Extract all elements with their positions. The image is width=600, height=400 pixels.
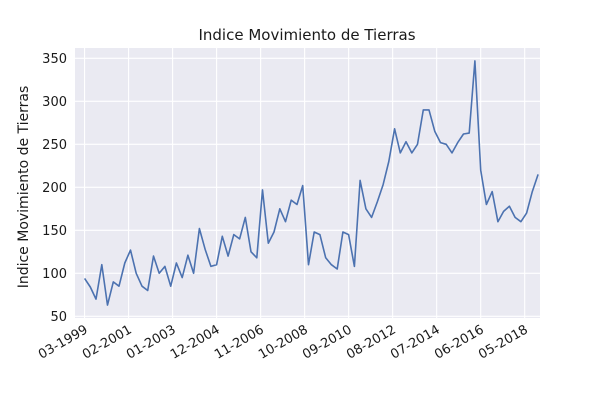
x-tick-label: 11-2006: [212, 322, 267, 362]
x-tick-label: 02-2001: [80, 322, 135, 362]
grid: [75, 48, 540, 318]
y-axis-ticks: 50 100 150 200 250 300 350: [42, 52, 67, 325]
plot-area: [75, 48, 540, 318]
x-tick-label: 06-2016: [432, 322, 487, 362]
y-tick-label: 250: [42, 138, 67, 153]
y-tick-label: 300: [42, 95, 67, 110]
x-axis-ticks: 03-199902-200101-200312-200411-200610-20…: [36, 322, 531, 362]
x-tick-label: 09-2010: [300, 322, 355, 362]
x-tick-label: 05-2018: [476, 322, 531, 362]
y-tick-label: 100: [42, 267, 67, 282]
x-tick-label: 12-2004: [168, 322, 223, 362]
y-tick-label: 50: [50, 310, 67, 325]
x-tick-label: 07-2014: [388, 322, 443, 362]
x-tick-label: 03-1999: [36, 322, 91, 362]
x-tick-label: 01-2003: [124, 322, 179, 362]
y-axis-label: Indice Movimiento de Tierras: [16, 86, 32, 289]
chart-title: Indice Movimiento de Tierras: [198, 26, 415, 44]
y-tick-label: 150: [42, 224, 67, 239]
series-line: [83, 60, 539, 306]
x-tick-label: 10-2008: [256, 322, 311, 362]
y-tick-label: 200: [42, 181, 67, 196]
y-tick-label: 350: [42, 52, 67, 67]
x-tick-label: 08-2012: [344, 322, 399, 362]
